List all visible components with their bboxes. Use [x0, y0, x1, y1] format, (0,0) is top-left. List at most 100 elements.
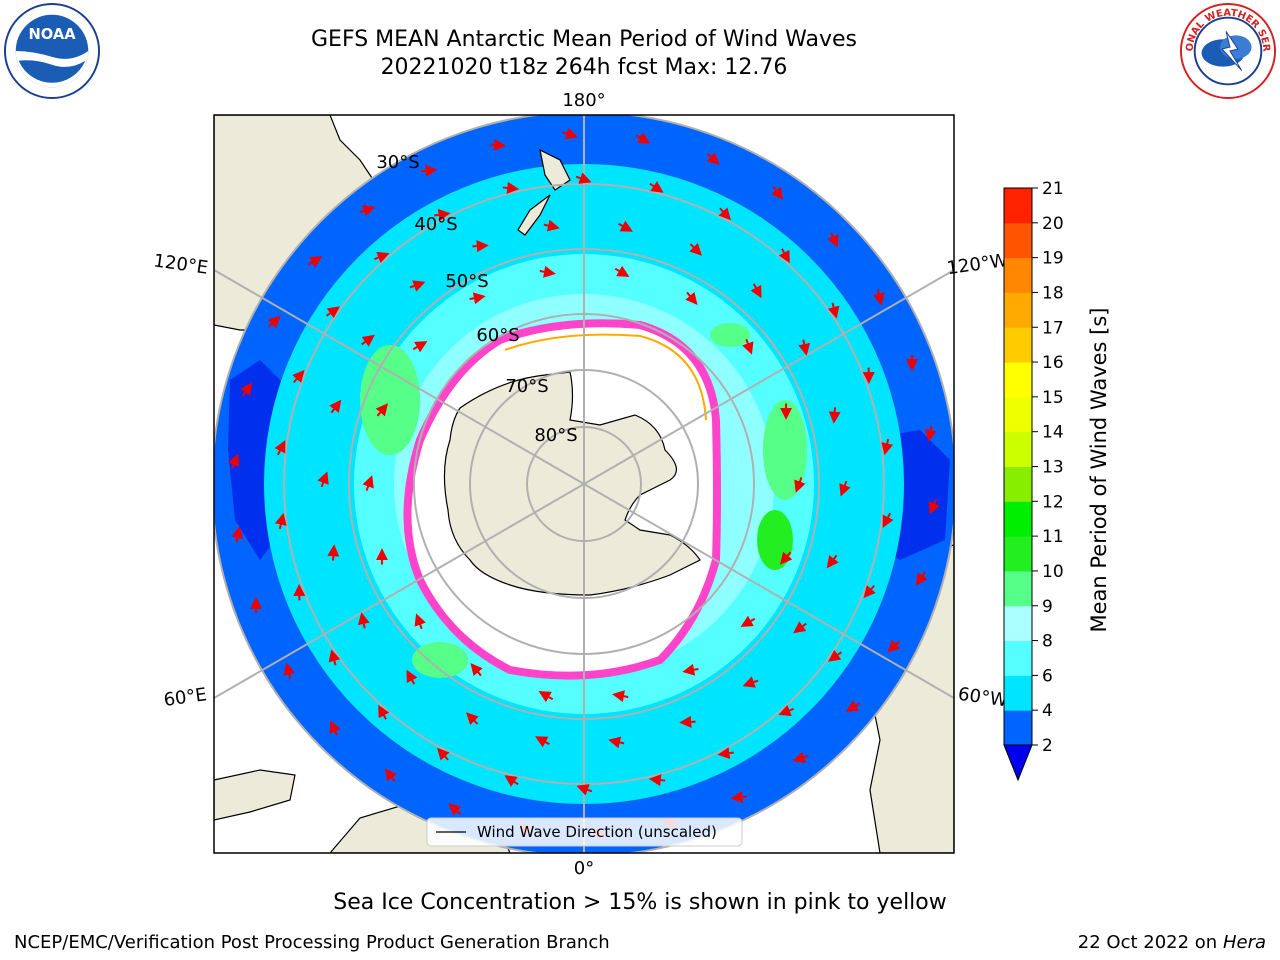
wave-direction-arrow [562, 127, 579, 140]
wave-direction-arrow [469, 292, 486, 305]
colorbar-swatch [1004, 292, 1032, 328]
wave-direction-arrow [274, 512, 287, 530]
colorbar-swatch [1004, 675, 1032, 711]
wave-direction-arrow [706, 152, 720, 165]
wave-direction-arrow [437, 747, 450, 761]
wave-direction-arrow [502, 181, 520, 194]
colorbar-tick-label: 9 [1042, 597, 1053, 617]
wave-direction-arrow [228, 453, 240, 470]
wave-direction-arrow [915, 571, 928, 586]
wave-direction-arrow [329, 720, 341, 736]
wave-direction-arrow [845, 700, 861, 712]
wave-direction-arrow [539, 265, 556, 278]
wave-direction-arrow [826, 554, 839, 569]
wave-direction-arrow [575, 172, 592, 184]
wave-direction-arrow [357, 612, 370, 629]
wave-direction-arrow [409, 280, 426, 292]
colorbar-swatch [1004, 536, 1032, 572]
map-frame [213, 114, 955, 854]
wave-direction-arrow [742, 676, 759, 688]
wave-direction-arrow [378, 704, 390, 720]
wave-direction-arrow [414, 613, 426, 630]
wave-direction-arrow [881, 438, 894, 456]
lon-label-120e: 120°E [152, 250, 209, 278]
colorbar-swatch [1004, 640, 1032, 676]
colorbar-swatch [1004, 222, 1032, 259]
wave-direction-arrow [882, 512, 894, 528]
wave-direction-arrow [682, 663, 699, 676]
wave-direction-arrow [535, 736, 550, 748]
antarctica-land [443, 371, 701, 596]
wave-direction-arrow [887, 639, 901, 653]
chart-title: GEFS MEAN Antarctic Mean Period of Wind … [311, 27, 857, 52]
noaa-logo: NOAA [3, 2, 101, 100]
wave-direction-arrow [648, 774, 666, 787]
colorbar-ticks: 2 4 6 8 9 10 11 12 13 14 15 16 17 18 19 20 21 [1032, 180, 1064, 756]
wave-direction-arrow [329, 399, 342, 414]
colorbar-swatch [1004, 396, 1032, 433]
colorbar-swatch [1004, 605, 1032, 642]
wave-direction-arrow [863, 585, 876, 599]
chart-subtitle: 20221020 t18z 264h fcst Max: 12.76 [380, 55, 788, 80]
wave-direction-arrow [740, 615, 756, 627]
wave-direction-arrow [872, 289, 885, 306]
colorbar: 2 4 6 8 9 10 11 12 13 14 15 16 17 18 19 20 21 Mean Perio… [1003, 180, 1111, 782]
wave-direction-arrow [730, 791, 747, 804]
wave-direction-arrow [779, 551, 793, 565]
colorbar-swatch [1004, 188, 1032, 224]
wave-direction-arrow [489, 138, 507, 151]
wave-direction-arrow [612, 690, 629, 703]
wave-direction-arrow [778, 248, 790, 264]
wave-direction-arrow [828, 407, 841, 424]
lat-label-80s: 80°S [534, 425, 577, 446]
wave-direction-arrow [267, 315, 281, 329]
wave-direction-arrow [649, 181, 664, 193]
lat-label-60s: 60°S [476, 325, 519, 346]
wave-direction-arrow [750, 283, 762, 299]
colorbar-tick-label: 19 [1042, 249, 1064, 269]
colorbar-swatch [1004, 257, 1032, 293]
colorbar-tick-label: 4 [1042, 701, 1053, 721]
colorbar-tick-label: 6 [1042, 666, 1053, 686]
wave-direction-arrow [771, 186, 784, 200]
wave-direction-arrow [359, 204, 376, 217]
wave-direction-arrow [307, 256, 323, 268]
wave-direction-arrow [928, 498, 940, 515]
colorbar-tick-label: 15 [1042, 388, 1064, 408]
colorbar-tick-label: 11 [1042, 527, 1064, 547]
wave-direction-arrow [798, 339, 811, 356]
wave-direction-arrow [412, 341, 428, 353]
wave-direction-arrow [504, 775, 519, 787]
wave-direction-arrow [231, 526, 244, 543]
lat-label-40s: 40°S [414, 214, 457, 235]
wave-direction-arrow [793, 621, 807, 634]
wave-direction-arrow [375, 403, 389, 417]
wave-direction-arrow [240, 382, 253, 397]
wave-direction-arrow [742, 338, 754, 355]
wave-direction-arrow [828, 649, 843, 662]
wave-direction-arrow [325, 306, 340, 319]
wave-direction-arrows [228, 127, 940, 841]
footer-credit: NCEP/EMC/Verification Post Processing Pr… [14, 932, 610, 953]
colorbar-tick-label: 20 [1042, 214, 1064, 234]
colorbar-tick-label: 10 [1042, 562, 1064, 582]
colorbar-tick-label: 18 [1042, 283, 1064, 303]
wave-direction-arrow [283, 662, 296, 679]
wave-direction-arrow [717, 747, 734, 760]
wave-direction-arrow [292, 369, 305, 383]
wave-direction-arrow [361, 334, 375, 347]
wave-direction-arrow [362, 475, 374, 491]
colorbar-label: Mean Period of Wind Waves [s] [1087, 308, 1111, 633]
lon-label-180: 180° [562, 90, 605, 111]
wave-direction-arrow [827, 232, 839, 248]
colorbar-tick-label: 21 [1042, 180, 1064, 199]
wave-direction-arrow [384, 768, 397, 782]
wave-direction-arrow [792, 751, 809, 764]
wave-direction-arrow [328, 649, 341, 666]
svg-text:NOAA: NOAA [28, 26, 76, 43]
wave-direction-arrow [685, 291, 698, 306]
wave-direction-arrow [718, 207, 731, 221]
wave-direction-arrow [373, 251, 390, 264]
colorbar-swatch [1004, 362, 1032, 398]
